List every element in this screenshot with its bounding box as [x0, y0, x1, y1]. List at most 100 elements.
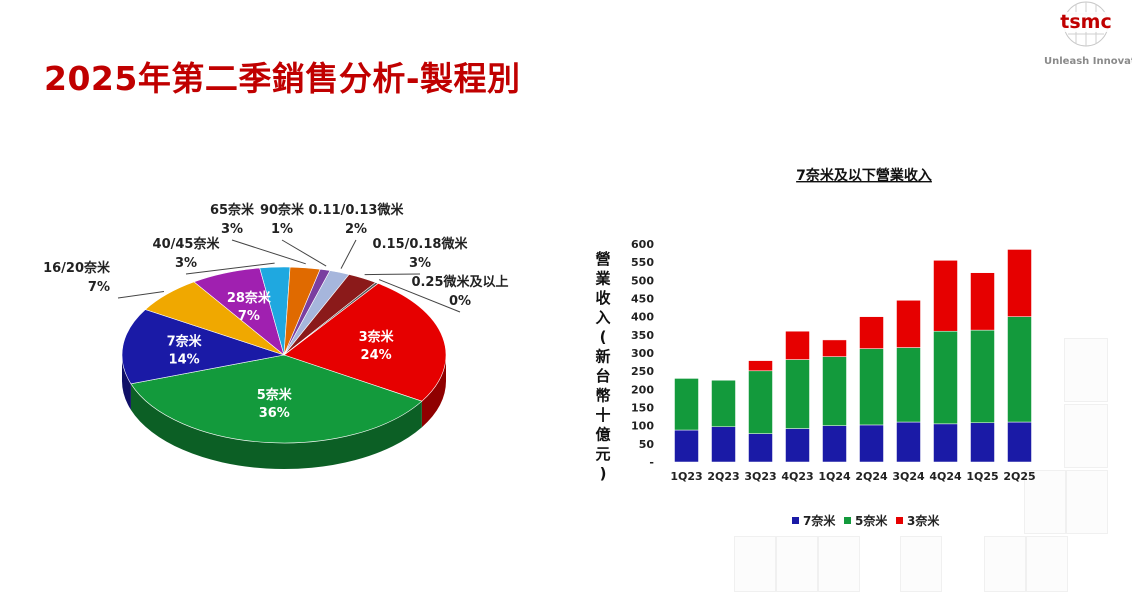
bar-1Q25-7奈米: [970, 422, 995, 463]
legend-swatch-7奈米: [792, 517, 799, 524]
bar-1Q25-5奈米: [970, 329, 995, 424]
pie-value-4: 7%: [238, 309, 260, 324]
x-tick-label: 1Q23: [670, 470, 702, 483]
bar-3Q23-3奈米: [748, 360, 773, 372]
y-tick-label: 100: [631, 420, 654, 433]
pie-side-walls: [122, 355, 446, 470]
pie-label-7: 90奈米: [260, 202, 305, 218]
x-tick-label: 3Q24: [892, 470, 925, 483]
pie-label-8: 0.11/0.13微米: [309, 202, 405, 218]
legend-label: 7奈米: [803, 513, 836, 528]
background-tile: [776, 536, 818, 592]
y-axis-label-char: (: [600, 328, 607, 346]
pie-value-6: 3%: [221, 222, 243, 237]
bars: 1Q23 2Q23 3Q23 4Q23 1Q24 2Q24 3Q24 4Q24 1Q25 2Q25: [670, 249, 1036, 483]
bar-4Q24-5奈米: [933, 330, 958, 425]
y-axis-label-char: 營: [595, 250, 610, 268]
background-tile: [1064, 338, 1108, 402]
pie-label-1: 5奈米: [257, 387, 293, 403]
pie-label-10: 0.25微米及以上: [411, 274, 508, 290]
logo-text: tsmc: [1060, 11, 1111, 33]
legend-swatch-5奈米: [844, 517, 851, 524]
x-tick-label: 4Q24: [929, 470, 962, 483]
pie-labels: 3奈米 24% 5奈米 36% 7奈米 14% 16/20奈米 7% 28奈米 7% 40/45奈米…: [43, 202, 508, 421]
y-tick-label: 50: [639, 438, 655, 451]
pie-slice-0: [283, 283, 447, 402]
pie-label-5: 40/45奈米: [153, 236, 221, 252]
bar-2Q23-5奈米: [711, 380, 736, 428]
bar-1Q24-7奈米: [822, 425, 847, 463]
bar-2Q24-3奈米: [859, 316, 884, 349]
pie-leader-8: [340, 239, 357, 269]
pie-label-6: 65奈米: [210, 202, 255, 218]
bar-2Q23-7奈米: [711, 426, 736, 463]
x-tick-label: 1Q24: [818, 470, 851, 483]
bar-2Q24-5奈米: [859, 348, 884, 426]
pie-value-10: 0%: [449, 294, 471, 309]
y-tick-label: 400: [631, 311, 654, 324]
pie-label-2: 7奈米: [167, 333, 203, 349]
pie-slice-2: [121, 309, 285, 385]
bar-1Q25-3奈米: [970, 272, 995, 331]
bar-4Q23-5奈米: [785, 359, 810, 429]
pie-leader-6: [231, 239, 306, 265]
bar-1Q23-7奈米: [674, 429, 699, 463]
x-tick-label: 4Q23: [781, 470, 813, 483]
pie-leader-3: [117, 290, 165, 299]
y-axis-label-char: 收: [595, 289, 610, 307]
pie-value-5: 3%: [175, 256, 197, 271]
bar-3Q23-5奈米: [748, 370, 773, 434]
bar-2Q25-5奈米: [1007, 316, 1032, 423]
y-axis-label-char: ): [600, 465, 607, 483]
y-axis-label-char: 十: [595, 406, 610, 424]
y-tick-label: 300: [631, 347, 654, 360]
pie-value-7: 1%: [271, 222, 293, 237]
x-tick-label: 2Q25: [1003, 470, 1035, 483]
pie-value-2: 14%: [169, 352, 200, 367]
y-tick-label: 500: [631, 274, 654, 287]
bar-3Q24-3奈米: [896, 300, 921, 348]
tsmc-logo: tsmc: [1060, 1, 1112, 47]
y-axis-label-char: 台: [595, 367, 610, 385]
x-tick-label: 2Q24: [855, 470, 888, 483]
pie-slices: [121, 266, 447, 444]
background-tile: [818, 536, 860, 592]
y-tick-label: 450: [631, 293, 654, 306]
bar-4Q24-7奈米: [933, 423, 958, 463]
bar-4Q24-3奈米: [933, 260, 958, 332]
pie-leader-5: [185, 262, 275, 275]
bar-1Q23-5奈米: [674, 378, 699, 431]
background-tile: [1024, 470, 1066, 534]
bar-3Q23-7奈米: [748, 433, 773, 463]
y-axis-label-char: 億: [595, 426, 610, 444]
y-axis-label-char: 幣: [595, 387, 610, 405]
y-tick-label: 600: [631, 238, 654, 251]
bar-2Q24-7奈米: [859, 424, 884, 463]
x-tick-label: 2Q23: [707, 470, 739, 483]
legend: 7奈米 5奈米 3奈米: [792, 513, 940, 528]
pie-leader-10: [378, 279, 461, 313]
background-tile: [734, 536, 776, 592]
x-tick-label: 3Q23: [744, 470, 776, 483]
background-tile: [1064, 404, 1108, 468]
pie-value-3: 7%: [88, 280, 110, 295]
y-axis-label-char: 新: [595, 348, 610, 366]
x-tick-label: 1Q25: [966, 470, 998, 483]
y-tick-label: 200: [631, 383, 654, 396]
y-tick-label: 150: [631, 402, 654, 415]
background-tile: [984, 536, 1026, 592]
y-axis-label-char: 入: [595, 309, 610, 327]
pie-value-1: 36%: [259, 406, 290, 421]
pie-value-0: 24%: [361, 348, 392, 363]
pie-side-2: [122, 355, 131, 410]
bar-1Q24-5奈米: [822, 356, 847, 426]
pie-slice-10: [283, 282, 379, 356]
pie-slice-1: [130, 354, 423, 444]
y-axis-label-char: 元: [595, 445, 610, 463]
pie-label-4: 28奈米: [227, 290, 272, 306]
legend-swatch-3奈米: [896, 517, 903, 524]
pie-leader-9: [364, 273, 421, 276]
y-tick-label: 550: [631, 256, 654, 269]
pie-label-0: 3奈米: [359, 329, 395, 345]
